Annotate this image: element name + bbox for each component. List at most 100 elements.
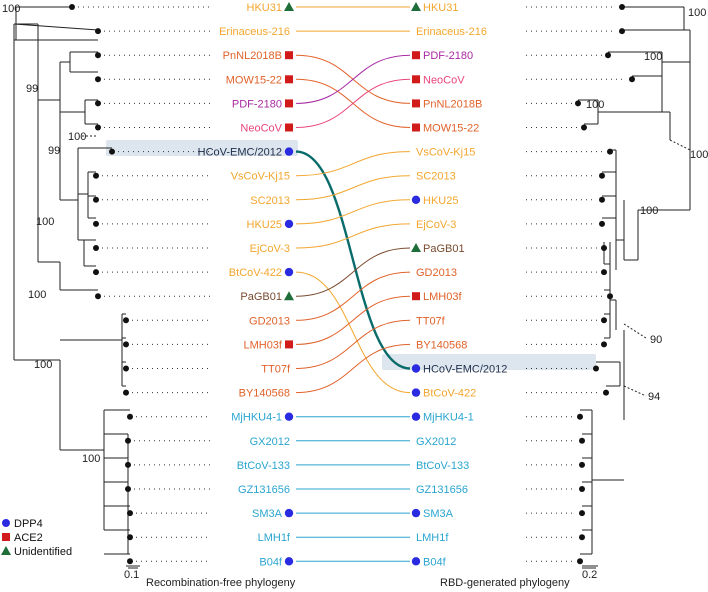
right-label-btcov-422: BtCoV-422: [423, 388, 476, 400]
left-tip-pnnl2018b: [95, 52, 101, 59]
left-b04f-circle-marker: [284, 557, 294, 566]
left-label-lmh03f: LMH03f: [243, 339, 282, 351]
left-bootstrap-a: 99: [26, 83, 38, 95]
left-tip-hcov-emc-2012: [109, 148, 115, 155]
left-tip-hku31: [69, 4, 75, 10]
scale-label-right: 0.2: [582, 569, 597, 581]
right-label-neocov: NeoCoV: [423, 74, 465, 86]
tanglegram-links: [295, 6, 411, 562]
left-sm3a-circle-marker: [284, 508, 294, 518]
right-tip-gx2012: [579, 437, 585, 444]
right-mow15-22-square-marker: [412, 123, 420, 132]
right-sm3a-circle-marker: [411, 508, 421, 518]
left-label-by140568: BY140568: [239, 388, 290, 400]
right-label-erinaceus-216: Erinaceus-216: [416, 26, 487, 38]
right-b04f-circle-marker: [411, 557, 421, 566]
right-label-gz131656: GZ131656: [416, 484, 468, 496]
link-pdf-2180: [295, 54, 411, 104]
link-gd2013: [295, 271, 411, 321]
right-tip-b04f: [577, 558, 583, 565]
right-tip-sm3a: [579, 510, 585, 517]
left-bootstrap-labels: 100 99 100 99 100 100 100 100: [2, 3, 100, 465]
right-bootstrap-c: 100: [586, 99, 604, 111]
left-tip-vscov-kj15: [93, 172, 99, 179]
left-label-pnnl2018b: PnNL2018B: [223, 50, 282, 62]
link-hcov-emc-2012: [295, 150, 411, 370]
legend-label-dpp4: DPP4: [14, 518, 43, 530]
right-bootstrap-b: 100: [644, 51, 662, 63]
right-caption: RBD-generated phylogeny: [440, 577, 570, 589]
right-tip-tt07f: [601, 317, 607, 324]
right-tree: [578, 6, 691, 569]
left-tip-mow15-22: [95, 76, 101, 83]
right-tip-erinaceus-216: [619, 28, 625, 35]
left-bootstrap-g: 100: [82, 453, 100, 465]
right-bootstrap-e: 100: [640, 205, 658, 217]
left-bootstrap-c: 99: [48, 145, 60, 157]
left-tip-erinaceus-216: [95, 28, 101, 35]
right-label-tt07f: TT07f: [416, 315, 446, 327]
left-label-sc2013: SC2013: [250, 195, 290, 207]
link-btcov-422: [295, 271, 411, 394]
left-label-b04f: B04f: [259, 556, 283, 568]
right-label-lmh1f: LMH1f: [416, 532, 449, 544]
right-bootstrap-f: 90: [650, 334, 662, 346]
right-pdf-2180-square-marker: [412, 51, 420, 60]
scale-bar-left: 0.1: [124, 565, 140, 581]
left-tip-neocov: [95, 124, 101, 131]
scale-bar-right: 0.2: [582, 565, 598, 581]
left-tip-hku25: [93, 220, 99, 227]
highlight-right-hcov-emc: [382, 354, 596, 370]
left-label-btcov-133: BtCoV-133: [237, 460, 290, 472]
legend-square-icon: [2, 533, 10, 541]
right-label-hcov-emc-2012: HCoV-EMC/2012: [423, 364, 507, 376]
right-lmh03f-square-marker: [412, 292, 420, 301]
left-tip-tt07f: [123, 365, 129, 372]
left-bootstrap-e: 100: [28, 289, 46, 301]
right-tip-gz131656: [579, 486, 585, 492]
left-label-gx2012: GX2012: [250, 436, 290, 448]
left-label-mow15-22: MOW15-22: [226, 74, 282, 86]
left-tip-gd2013: [123, 317, 129, 324]
right-label-gd2013: GD2013: [416, 267, 457, 279]
left-pdf-2180-square-marker: [285, 99, 293, 108]
left-tip-sm3a: [127, 510, 133, 517]
link-by140568: [295, 343, 411, 394]
legend-label-unidentified: Unidentified: [14, 546, 72, 558]
right-tip-mjhku4-1: [577, 413, 583, 420]
left-label-gz131656: GZ131656: [238, 484, 290, 496]
right-bootstrap-g: 94: [648, 391, 660, 403]
left-tip-lmh1f: [127, 534, 133, 541]
left-label-neocov: NeoCoV: [240, 123, 282, 135]
scale-label-left: 0.1: [124, 569, 139, 581]
leader-dots: [78, 6, 626, 562]
link-hku25: [295, 199, 411, 225]
left-hku25-circle-marker: [284, 219, 294, 229]
right-label-pdf-2180: PDF-2180: [423, 50, 473, 62]
left-pnnl2018b-square-marker: [285, 51, 293, 60]
right-label-sc2013: SC2013: [416, 171, 456, 183]
left-lmh03f-square-marker: [285, 340, 293, 349]
left-tip-gx2012: [125, 437, 131, 444]
left-hku31-triangle-marker: [284, 2, 294, 11]
left-label-hku25: HKU25: [247, 219, 282, 231]
left-tip-pagb01: [95, 293, 101, 300]
right-hcov-emc-2012-circle-marker: [411, 364, 421, 373]
legend-circle-icon: [2, 519, 10, 527]
left-tree: [13, 6, 138, 569]
right-pagb01-triangle-marker: [411, 243, 421, 252]
left-bootstrap-root: 100: [2, 3, 20, 15]
right-hku25-circle-marker: [411, 195, 421, 204]
right-tip-sc2013: [599, 172, 605, 179]
left-bootstrap-d: 100: [36, 216, 54, 228]
left-tip-b04f: [127, 558, 133, 565]
left-bootstrap-f: 100: [34, 359, 52, 371]
left-label-gd2013: GD2013: [249, 315, 290, 327]
right-tip-hku25: [599, 196, 605, 203]
right-label-vscov-kj15: VsCoV-Kj15: [416, 147, 475, 159]
right-label-btcov-133: BtCoV-133: [416, 460, 469, 472]
link-pagb01: [295, 247, 411, 297]
right-label-hku31: HKU31: [423, 2, 458, 14]
right-pnnl2018b-square-marker: [412, 99, 420, 108]
